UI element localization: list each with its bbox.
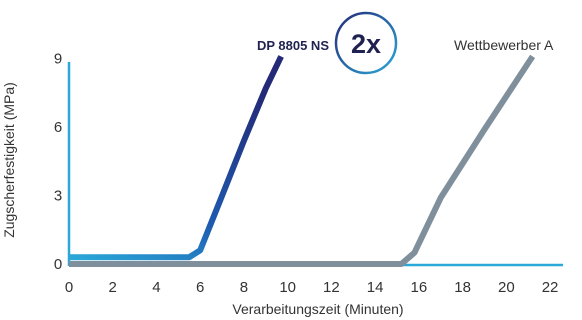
y-tick-label: 9 (54, 51, 62, 68)
x-tick-label: 2 (109, 279, 117, 296)
x-tick-label: 8 (240, 279, 248, 296)
series-line-wettbewerber (69, 54, 536, 267)
x-tick-label: 12 (323, 279, 340, 296)
series-label-wettbewerber: Wettbewerber A (454, 37, 554, 53)
x-axis-label: Verarbeitungszeit (Minuten) (232, 301, 403, 317)
x-tick-label: 0 (65, 279, 73, 296)
badge-2x: 2x (334, 11, 398, 75)
badge-text: 2x (351, 29, 381, 59)
y-tick-label: 6 (54, 119, 62, 136)
x-tick-label: 18 (454, 279, 471, 296)
y-tick-label: 3 (54, 188, 62, 205)
x-tick-label: 22 (542, 279, 559, 296)
y-tick-label: 0 (54, 256, 62, 273)
y-axis-label: Zugscherfestigkeit (MPa) (1, 82, 17, 238)
x-tick-label: 16 (411, 279, 428, 296)
legend-dp8805: DP 8805 NS (257, 38, 329, 53)
x-tick-label: 10 (279, 279, 296, 296)
series-label-dp8805: DP 8805 NS (257, 38, 329, 53)
x-tick-label: 6 (196, 279, 204, 296)
badge-circle (334, 11, 398, 75)
legend-wettbewerber: Wettbewerber A (454, 37, 554, 53)
x-tick-label: 4 (152, 279, 160, 296)
y-axis-title: Zugscherfestigkeit (MPa) (1, 82, 17, 238)
x-tick-label: 14 (367, 279, 384, 296)
series-line-dp8805 (69, 55, 284, 261)
plot-area: 0 2 4 6 8 10 12 14 16 18 20 22 0 3 6 9 (54, 51, 563, 296)
x-tick-label: 20 (498, 279, 515, 296)
